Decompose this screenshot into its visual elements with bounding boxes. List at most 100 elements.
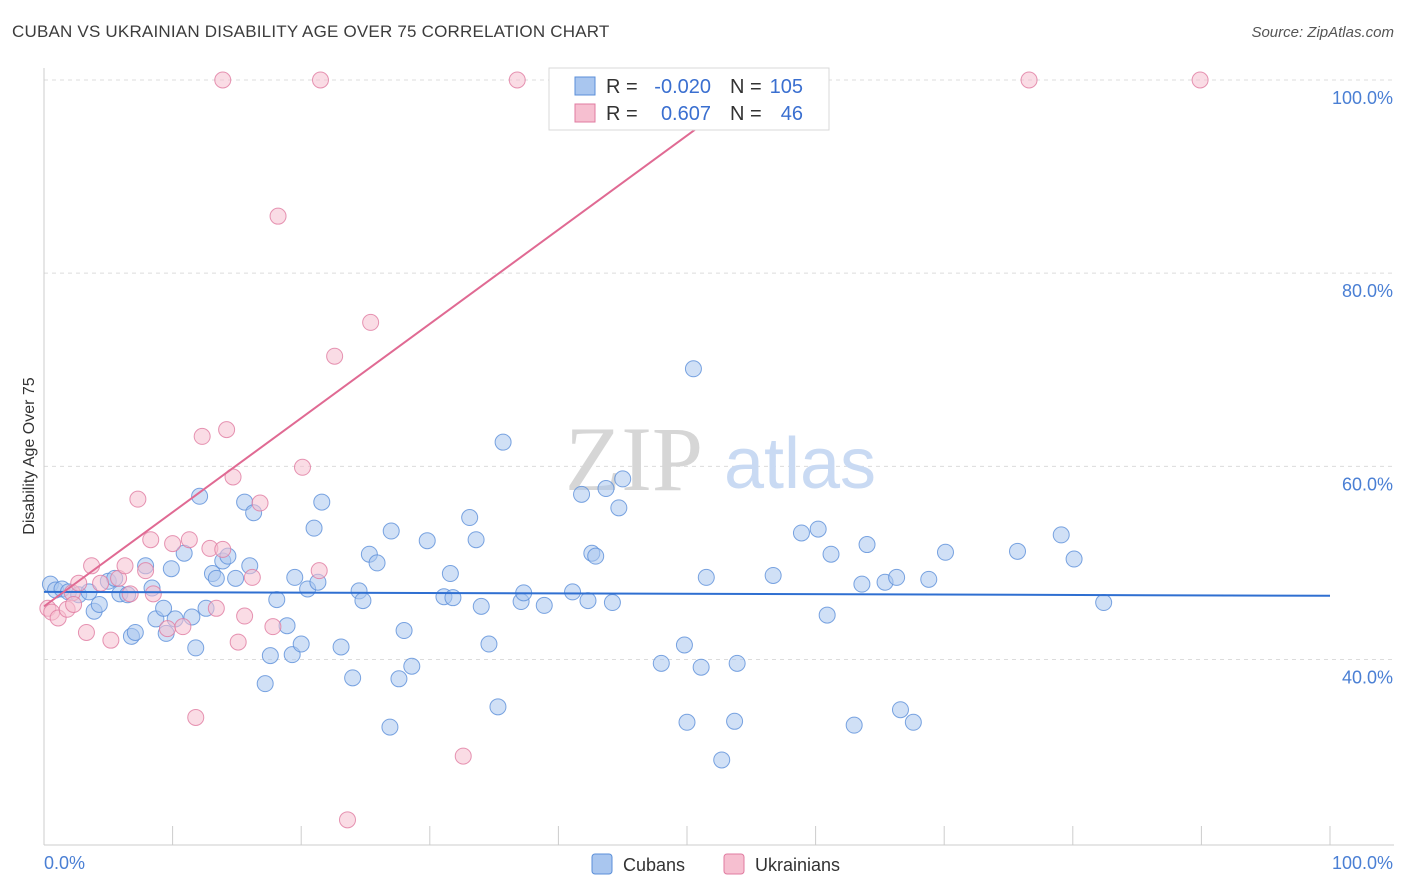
data-point (858, 536, 876, 554)
stats-r-label: R = (606, 76, 638, 98)
data-point (102, 631, 120, 649)
data-point (214, 71, 232, 89)
data-point (1020, 71, 1038, 89)
data-point (187, 639, 205, 657)
data-point (597, 480, 615, 498)
data-point (162, 560, 180, 578)
data-point (381, 718, 399, 736)
data-point (792, 524, 810, 542)
y-tick-label: 40.0% (1342, 667, 1393, 687)
data-point (191, 487, 209, 505)
data-point (587, 547, 605, 565)
data-point (467, 531, 485, 549)
data-point (489, 698, 507, 716)
data-point (809, 520, 827, 538)
data-point (155, 599, 173, 617)
data-point (444, 589, 462, 607)
data-point (354, 592, 372, 610)
data-point (461, 509, 479, 527)
stats-n-value: 105 (770, 76, 803, 98)
data-point (142, 531, 160, 549)
data-point (390, 670, 408, 688)
data-point (920, 570, 938, 588)
data-point (564, 583, 582, 601)
trend-lines (43, 79, 1331, 608)
x-tick-labels: 0.0% 100.0% (44, 853, 1393, 873)
data-point (610, 499, 628, 517)
data-point (573, 485, 591, 503)
data-point (728, 654, 746, 672)
data-point (243, 568, 261, 586)
data-point (726, 712, 744, 730)
data-point (187, 708, 205, 726)
data-point (472, 597, 490, 615)
data-point (65, 595, 83, 613)
data-point (368, 554, 386, 572)
data-point (311, 71, 329, 89)
data-point (1065, 550, 1083, 568)
data-point (256, 675, 274, 693)
y-tick-label: 100.0% (1332, 88, 1393, 108)
x-tick-label: 0.0% (44, 853, 85, 873)
stats-swatch (574, 76, 596, 96)
trend-line (43, 590, 1331, 597)
data-point (269, 207, 287, 225)
data-point (652, 654, 670, 672)
stats-n-label: N = (730, 103, 762, 125)
trend-line (43, 79, 764, 608)
data-point (236, 607, 254, 625)
data-point (888, 568, 906, 586)
data-point (207, 569, 225, 587)
legend: Cubans Ukrainians (591, 853, 840, 875)
data-point (251, 494, 269, 512)
data-point (268, 591, 286, 609)
data-point (891, 701, 909, 719)
stats-r-label: R = (606, 103, 638, 125)
data-point (936, 543, 954, 561)
data-point (305, 519, 323, 537)
data-point (116, 557, 134, 575)
data-point (1009, 542, 1027, 560)
data-point (129, 490, 147, 508)
data-point (454, 747, 472, 765)
data-point (286, 568, 304, 586)
source-credit: Source: ZipAtlas.com (1251, 24, 1394, 41)
y-tick-label: 80.0% (1342, 281, 1393, 301)
watermark: ZIP atlas (565, 408, 876, 510)
data-point (90, 595, 108, 613)
data-point (310, 562, 328, 580)
data-point (174, 618, 192, 636)
data-point (218, 421, 236, 439)
watermark-atlas: atlas (724, 424, 876, 504)
data-point (338, 811, 356, 829)
x-tick-label: 100.0% (1332, 853, 1393, 873)
data-point (904, 713, 922, 731)
data-point (264, 618, 282, 636)
data-point (144, 585, 162, 603)
data-point (494, 433, 512, 451)
data-point (229, 633, 247, 651)
stats-n-value: 46 (781, 103, 803, 125)
data-point (77, 623, 95, 641)
data-point (675, 636, 693, 654)
stats-r-value: 0.607 (661, 103, 711, 125)
data-point (92, 574, 110, 592)
stats-box: R = -0.020 N = 105 R = 0.607 N = 46 (548, 67, 830, 131)
data-point (603, 594, 621, 612)
data-point (697, 568, 715, 586)
data-point (403, 657, 421, 675)
data-point (579, 592, 597, 610)
data-point (692, 658, 710, 676)
data-point (395, 622, 413, 640)
legend-label: Cubans (623, 855, 685, 875)
data-point (137, 562, 155, 580)
data-point (441, 565, 459, 583)
data-point (818, 606, 836, 624)
data-point (326, 347, 344, 365)
data-point (164, 535, 182, 553)
legend-label: Ukrainians (755, 855, 840, 875)
data-point (1095, 594, 1113, 612)
data-point (292, 635, 310, 653)
stats-box-frame (548, 67, 830, 131)
